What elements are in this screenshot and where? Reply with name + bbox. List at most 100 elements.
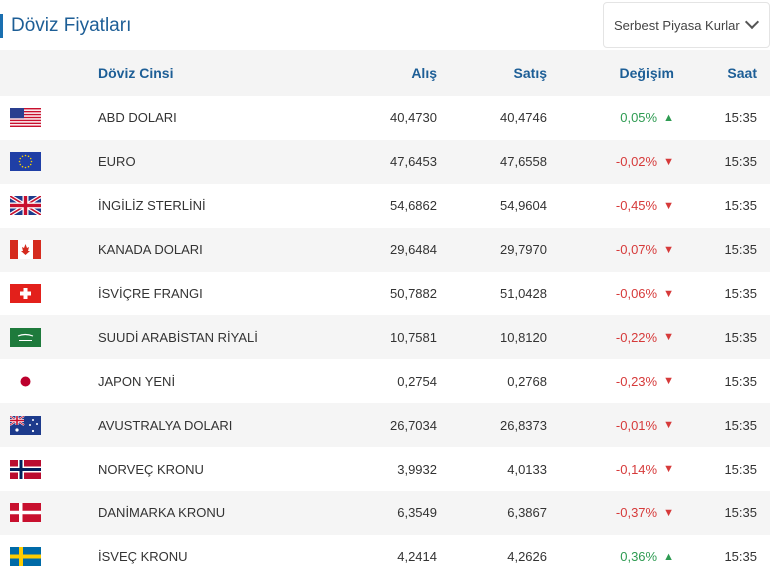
change-percent: 0,36% [620,549,658,565]
table-row[interactable]: EURO 47,6453 47,6558 -0,02% ▼ 15:35 [0,139,770,184]
ca-flag-icon [10,240,41,260]
title-accent-bar [0,14,3,38]
buy-price: 40,4730 [390,110,437,126]
no-flag-icon [10,459,41,479]
column-header-change[interactable]: Değişim [547,50,674,96]
currency-name[interactable]: JAPON YENİ [98,373,176,389]
change-percent: 0,05% [620,110,658,126]
market-type-dropdown[interactable]: Serbest Piyasa Kurlar [603,2,770,48]
update-time: 15:35 [674,403,770,448]
change-percent: -0,07% [615,242,658,258]
column-header-buy[interactable]: Alış [324,50,437,96]
arrow-up-icon: ▲ [663,550,674,563]
currency-name[interactable]: ABD DOLARI [98,110,177,126]
change-cell: 0,05% ▲ [620,110,674,125]
arrow-down-icon: ▼ [663,243,674,256]
currency-name[interactable]: NORVEÇ KRONU [98,461,204,477]
table-row[interactable]: İNGİLİZ STERLİNİ 54,6862 54,9604 -0,45% ▼… [0,184,770,228]
sa-flag-icon [10,327,41,347]
currency-table: Döviz Cinsi Alış Satış Değişim Saat ABD … [0,50,770,579]
sell-price: 4,2626 [507,549,547,565]
currency-name[interactable]: EURO [98,154,136,170]
update-time: 15:35 [674,139,770,184]
sell-price: 51,0428 [500,286,547,301]
arrow-down-icon: ▼ [663,463,674,476]
currency-name[interactable]: İSVİÇRE FRANGI [98,286,203,301]
column-header-sell[interactable]: Satış [437,50,547,96]
change-cell: -0,14% ▼ [616,462,674,477]
currency-name[interactable]: İSVEÇ KRONU [98,549,188,565]
arrow-down-icon: ▼ [663,506,674,519]
uk-flag-icon [8,194,43,217]
currency-name[interactable]: AVUSTRALYA DOLARI [98,417,233,433]
change-cell: -0,37% ▼ [616,505,674,520]
buy-price: 0,2754 [397,373,437,389]
sell-price: 47,6558 [437,139,547,184]
se-flag-icon [10,547,41,567]
table-row[interactable]: İSVİÇRE FRANGI 50,7882 51,0428 -0,06% ▼ 1… [0,272,770,316]
table-row[interactable]: SUUDİ ARABİSTAN RİYALİ 10,7581 10,8120 -… [0,315,770,360]
table-row[interactable]: JAPON YENİ 0,2754 0,2768 -0,23% ▼ 15:35 [0,359,770,403]
change-percent: -0,22% [615,329,658,345]
sell-price: 4,0133 [507,461,547,477]
table-header-row: Döviz Cinsi Alış Satış Değişim Saat [0,50,770,96]
change-percent: -0,23% [615,373,658,389]
update-time: 15:35 [674,315,770,360]
arrow-down-icon: ▼ [663,199,674,212]
update-time: 15:35 [724,549,757,565]
table-row[interactable]: KANADA DOLARI 29,6484 29,7970 -0,07% ▼ 15… [0,227,770,272]
sell-price: 29,7970 [437,227,547,272]
buy-price: 54,6862 [390,198,437,214]
column-header-currency[interactable]: Döviz Cinsi [98,50,324,96]
change-cell: -0,02% ▼ [616,154,674,169]
sell-price: 10,8120 [437,315,547,360]
buy-price: 4,2414 [397,549,437,565]
buy-price: 29,6484 [324,227,437,272]
buy-price: 50,7882 [390,286,437,301]
table-row[interactable]: İSVEÇ KRONU 4,2414 4,2626 0,36% ▲ 15:35 [0,535,770,579]
us-flag-icon [10,108,41,128]
currency-name[interactable]: İNGİLİZ STERLİNİ [98,198,206,214]
table-row[interactable]: NORVEÇ KRONU 3,9932 4,0133 -0,14% ▼ 15:35 [0,447,770,491]
eu-flag-icon [10,152,41,172]
table-row[interactable]: ABD DOLARI 40,4730 40,4746 0,05% ▲ 15:35 [0,96,770,140]
arrow-down-icon: ▼ [663,287,674,300]
change-percent: -0,14% [615,461,658,477]
change-percent: -0,01% [615,417,658,433]
ch-flag-icon [10,284,41,303]
sell-price: 26,8373 [437,403,547,448]
sell-price: 6,3867 [437,491,547,535]
column-header-time[interactable]: Saat [674,50,770,96]
update-time: 15:35 [674,491,770,535]
change-cell: -0,22% ▼ [616,330,674,345]
sell-price: 0,2768 [507,373,547,389]
jp-flag-icon [10,371,41,391]
buy-price: 47,6453 [324,139,437,184]
change-percent: -0,37% [615,505,658,521]
currency-name[interactable]: DANİMARKA KRONU [98,505,226,521]
arrow-down-icon: ▼ [663,331,674,344]
buy-price: 10,7581 [324,315,437,360]
currency-name[interactable]: SUUDİ ARABİSTAN RİYALİ [98,329,258,345]
buy-price: 6,3549 [324,491,437,535]
change-cell: -0,45% ▼ [616,198,674,213]
change-cell: -0,06% ▼ [616,286,674,301]
chevron-down-icon [744,14,759,30]
buy-price: 26,7034 [324,403,437,448]
flag-column-header [0,50,98,96]
update-time: 15:35 [724,461,757,477]
currency-name[interactable]: KANADA DOLARI [98,242,203,258]
page-title: Döviz Fiyatları [11,15,132,36]
sell-price: 54,9604 [500,198,547,214]
update-time: 15:35 [724,198,757,214]
sell-price: 40,4746 [500,110,547,126]
table-row[interactable]: DANİMARKA KRONU 6,3549 6,3867 -0,37% ▼ 15… [0,491,770,535]
table-row[interactable]: AVUSTRALYA DOLARI 26,7034 26,8373 -0,01%… [0,403,770,448]
update-time: 15:35 [724,110,757,126]
dk-flag-icon [10,503,41,523]
au-flag-icon [9,414,41,435]
change-cell: -0,01% ▼ [616,418,674,433]
arrow-up-icon: ▲ [663,111,674,124]
change-percent: -0,02% [615,154,658,170]
update-time: 15:35 [724,373,757,389]
